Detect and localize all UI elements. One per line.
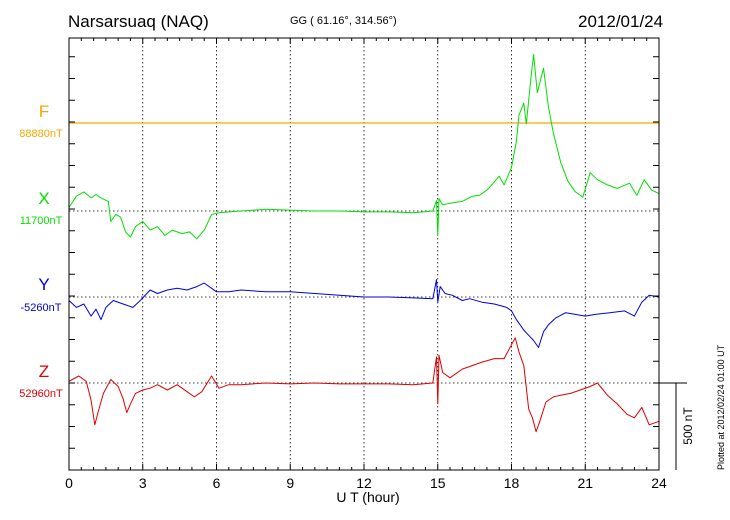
x-tick-label-21: 21 (577, 475, 593, 491)
series-line-y (68, 279, 660, 348)
x-tick-label-0: 0 (65, 475, 73, 491)
axis-ticks (68, 38, 660, 471)
x-tick-label-24: 24 (651, 475, 667, 491)
series-baseline-value-y: -5260nT (21, 302, 62, 314)
series-lines (68, 53, 660, 433)
x-tick-label-3: 3 (139, 475, 147, 491)
x-axis-label: U T (hour) (336, 489, 399, 505)
series-line-z (68, 337, 660, 433)
x-tick-label-6: 6 (213, 475, 221, 491)
x-tick-label-15: 15 (430, 475, 446, 491)
series-name-z: Z (39, 362, 49, 381)
series-name-f: F (39, 102, 49, 121)
x-tick-label-9: 9 (286, 475, 294, 491)
grid-lines (69, 38, 659, 470)
plotted-timestamp: Plotted at 2012/02/24 01:00 UT (716, 344, 726, 470)
geographic-coordinates: GG ( 61.16°, 314.56°) (290, 15, 397, 27)
series-line-x (68, 53, 660, 240)
x-tick-label-18: 18 (504, 475, 520, 491)
series-name-x: X (38, 189, 49, 208)
station-title: Narsarsuaq (NAQ) (68, 12, 209, 31)
x-tick-labels: 0 3 6 9 12 15 18 21 24 (65, 475, 667, 491)
series-labels: F 88880nT X 11700nT Y -5260nT Z 52960nT (19, 102, 63, 400)
series-baseline-value-f: 88880nT (19, 128, 63, 140)
plot-date: 2012/01/24 (578, 12, 664, 31)
series-baseline-value-x: 11700nT (20, 215, 63, 227)
x-tick-label-12: 12 (356, 475, 372, 491)
series-name-y: Y (38, 275, 49, 294)
series-baseline-value-z: 52960nT (19, 388, 63, 400)
scale-bar-label: 500 nT (681, 407, 695, 445)
scale-bar: 500 nT (659, 382, 695, 470)
